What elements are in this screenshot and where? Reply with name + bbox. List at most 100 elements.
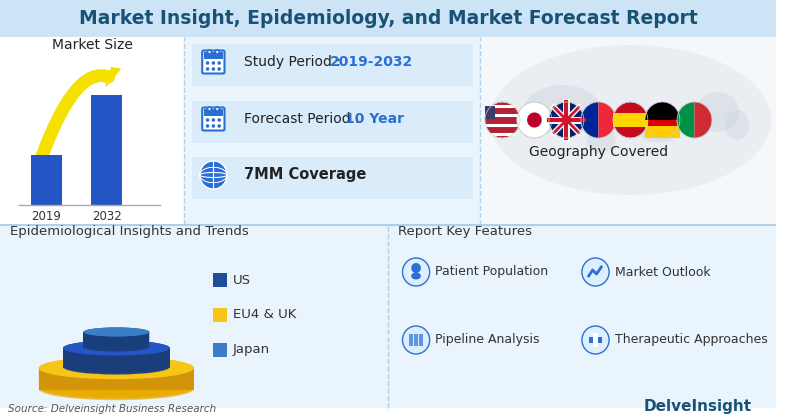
Ellipse shape	[83, 327, 150, 336]
Circle shape	[613, 102, 648, 138]
FancyBboxPatch shape	[202, 50, 225, 74]
Circle shape	[215, 50, 219, 54]
Ellipse shape	[524, 85, 602, 135]
Text: 2032: 2032	[92, 210, 122, 223]
FancyBboxPatch shape	[214, 308, 227, 322]
Polygon shape	[106, 68, 120, 87]
Text: Report Key Features: Report Key Features	[398, 226, 532, 239]
Ellipse shape	[83, 340, 150, 349]
Ellipse shape	[587, 127, 616, 152]
Circle shape	[218, 124, 221, 128]
Ellipse shape	[83, 342, 150, 352]
Ellipse shape	[83, 331, 150, 341]
Ellipse shape	[490, 45, 771, 195]
Text: Patient Population: Patient Population	[435, 265, 549, 278]
Circle shape	[206, 124, 210, 128]
Wedge shape	[694, 102, 712, 138]
FancyBboxPatch shape	[184, 37, 480, 225]
Wedge shape	[581, 102, 598, 138]
Text: Geography Covered: Geography Covered	[529, 145, 668, 159]
Ellipse shape	[725, 110, 750, 140]
FancyBboxPatch shape	[388, 225, 776, 408]
Circle shape	[206, 61, 210, 65]
Ellipse shape	[83, 336, 150, 345]
Ellipse shape	[411, 273, 421, 279]
Text: Study Period :: Study Period :	[245, 55, 346, 69]
Ellipse shape	[38, 357, 194, 379]
Ellipse shape	[63, 344, 170, 359]
Circle shape	[212, 67, 215, 71]
Ellipse shape	[38, 357, 194, 379]
FancyBboxPatch shape	[480, 37, 776, 225]
Wedge shape	[645, 102, 680, 120]
Ellipse shape	[38, 377, 194, 399]
Circle shape	[218, 61, 221, 65]
Ellipse shape	[83, 333, 150, 343]
Ellipse shape	[38, 376, 194, 398]
Ellipse shape	[38, 363, 194, 385]
Circle shape	[581, 102, 616, 138]
FancyBboxPatch shape	[192, 44, 474, 86]
Circle shape	[645, 102, 680, 138]
Ellipse shape	[63, 345, 170, 360]
FancyBboxPatch shape	[63, 348, 170, 368]
Circle shape	[207, 107, 211, 111]
Ellipse shape	[63, 342, 170, 357]
Circle shape	[411, 263, 421, 273]
FancyBboxPatch shape	[0, 37, 184, 225]
Circle shape	[207, 50, 211, 54]
Ellipse shape	[63, 355, 170, 370]
FancyBboxPatch shape	[410, 334, 413, 346]
Ellipse shape	[83, 331, 150, 340]
Ellipse shape	[63, 341, 170, 356]
FancyBboxPatch shape	[38, 368, 194, 390]
Circle shape	[218, 67, 221, 71]
Ellipse shape	[63, 357, 170, 372]
FancyBboxPatch shape	[91, 95, 122, 205]
FancyBboxPatch shape	[414, 334, 418, 346]
Circle shape	[402, 258, 430, 286]
FancyBboxPatch shape	[202, 108, 225, 131]
Circle shape	[485, 102, 520, 138]
Ellipse shape	[38, 369, 194, 391]
Text: Japan: Japan	[233, 344, 270, 357]
Ellipse shape	[696, 92, 739, 132]
FancyBboxPatch shape	[31, 155, 62, 205]
Text: Market Size: Market Size	[52, 38, 133, 52]
Ellipse shape	[83, 341, 150, 351]
Circle shape	[549, 102, 584, 138]
Ellipse shape	[63, 346, 170, 362]
Text: Epidemiological Insights and Trends: Epidemiological Insights and Trends	[10, 226, 249, 239]
FancyBboxPatch shape	[204, 109, 223, 116]
Ellipse shape	[38, 364, 194, 386]
Text: Source: Delveinsight Business Research: Source: Delveinsight Business Research	[8, 404, 216, 414]
Ellipse shape	[38, 367, 194, 389]
FancyBboxPatch shape	[419, 334, 423, 346]
Ellipse shape	[38, 359, 194, 381]
Ellipse shape	[38, 375, 194, 397]
FancyBboxPatch shape	[214, 273, 227, 287]
Ellipse shape	[83, 329, 150, 339]
FancyBboxPatch shape	[192, 101, 474, 143]
Ellipse shape	[83, 339, 150, 349]
Text: 2019: 2019	[32, 210, 62, 223]
Text: Market Outlook: Market Outlook	[615, 265, 710, 278]
Ellipse shape	[83, 332, 150, 341]
Circle shape	[517, 102, 552, 138]
FancyBboxPatch shape	[83, 332, 150, 348]
FancyBboxPatch shape	[204, 52, 223, 59]
Ellipse shape	[63, 352, 170, 367]
FancyBboxPatch shape	[214, 343, 227, 357]
FancyBboxPatch shape	[613, 113, 648, 127]
Ellipse shape	[63, 349, 170, 364]
Ellipse shape	[83, 337, 150, 346]
Circle shape	[206, 67, 210, 71]
Text: Forecast Period :: Forecast Period :	[245, 112, 365, 126]
Circle shape	[402, 326, 430, 354]
Ellipse shape	[38, 378, 194, 400]
Ellipse shape	[83, 334, 150, 344]
Ellipse shape	[38, 370, 194, 392]
Circle shape	[212, 118, 215, 122]
Ellipse shape	[63, 354, 170, 370]
Ellipse shape	[63, 347, 170, 362]
